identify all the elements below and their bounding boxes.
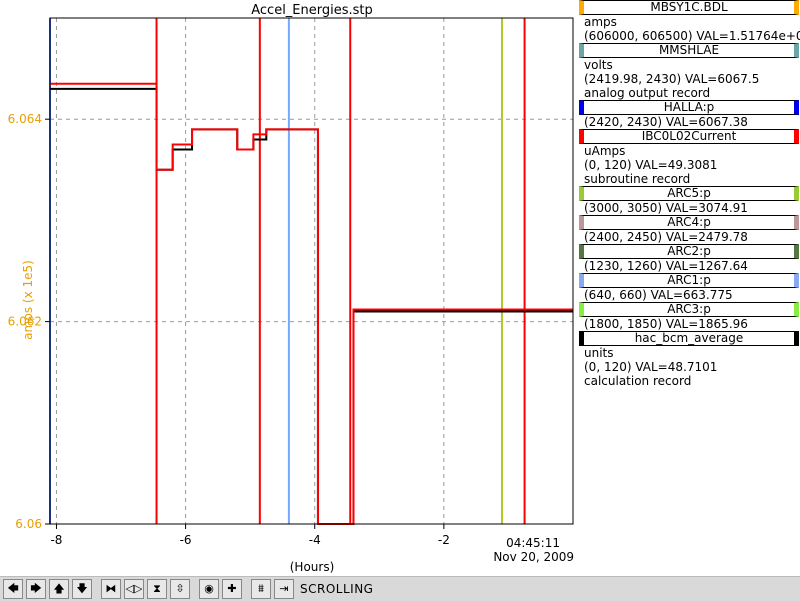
y-axis-label: amps (x 1e5): [21, 260, 35, 340]
legend-item-name: MMSHLAE: [579, 43, 799, 58]
reset-button[interactable]: ◉: [199, 579, 219, 599]
arrow-right-icon: 🡆: [30, 582, 42, 595]
zoom-in-y-icon: ⧗: [153, 582, 161, 595]
legend-item[interactable]: MMSHLAE volts (2419.98, 2430) VAL=6067.5 an…: [578, 43, 800, 100]
legend-item-detail: amps: [584, 15, 617, 29]
legend-item[interactable]: MBSY1C.BDL amps (606000, 606500) VAL=1.517…: [578, 0, 800, 43]
zoom-out-x-icon: ◁▷: [125, 582, 143, 595]
pan-up-button[interactable]: 🡅: [49, 579, 69, 599]
axis-ticks: -8 -6 -4 -2 6.06 6.062 6.064: [8, 112, 450, 547]
legend-item[interactable]: hac_bcm_average units (0, 120) VAL=48.7101…: [578, 331, 800, 388]
legend-item-detail: (606000, 606500) VAL=1.51764e+06: [584, 29, 800, 43]
series-lines: [50, 82, 573, 525]
time-label: 04:45:11: [506, 536, 560, 550]
legend-item[interactable]: ARC4:p (2400, 2450) VAL=2479.78: [578, 215, 800, 244]
legend: MBSY1C.BDL amps (606000, 606500) VAL=1.517…: [578, 0, 800, 388]
x-axis-label: (Hours): [290, 560, 335, 574]
vertical-markers: [49, 18, 526, 524]
legend-item-name: ARC1:p: [579, 273, 799, 288]
zoom-in-x-icon: ⧓: [105, 582, 117, 595]
legend-item-detail: (1800, 1850) VAL=1865.96: [584, 317, 748, 331]
auto-scale-icon: ⩩: [258, 582, 264, 595]
add-button[interactable]: ✚: [222, 579, 242, 599]
toolbar: 🡄 🡆 🡅 🡇 ⧓ ◁▷ ⧗ ⇳ ◉ ✚ ⩩ ⇥ SCROLLING: [0, 576, 800, 601]
legend-item-name: ARC3:p: [579, 302, 799, 317]
legend-item-name: ARC4:p: [579, 215, 799, 230]
legend-item-detail: (2400, 2450) VAL=2479.78: [584, 230, 748, 244]
legend-item-detail: analog output record: [584, 86, 711, 100]
legend-item-name: hac_bcm_average: [579, 331, 799, 346]
legend-item[interactable]: ARC1:p (640, 660) VAL=663.775: [578, 273, 800, 302]
legend-item-name: MBSY1C.BDL: [579, 0, 799, 15]
legend-item[interactable]: ARC2:p (1230, 1260) VAL=1267.64: [578, 244, 800, 273]
series-line: [50, 82, 573, 525]
go-to-now-icon: ⇥: [279, 582, 289, 595]
pan-right-button[interactable]: 🡆: [26, 579, 46, 599]
legend-item[interactable]: IBC0L02Current uAmps (0, 120) VAL=49.3081 s…: [578, 129, 800, 186]
go-to-now-button[interactable]: ⇥: [274, 579, 294, 599]
chart-canvas[interactable]: Accel_Energies.stp amps (x 1e5) (Hours) …: [0, 0, 578, 576]
grid-lines: [50, 18, 573, 525]
plot-frame: [49, 17, 574, 525]
pan-left-button[interactable]: 🡄: [3, 579, 23, 599]
y-tick-label: 6.064: [8, 112, 42, 126]
legend-item-detail: (0, 120) VAL=48.7101: [584, 360, 718, 374]
legend-item-detail: volts: [584, 58, 613, 72]
plus-icon: ✚: [227, 582, 237, 595]
legend-item-detail: units: [584, 346, 614, 360]
legend-item-detail: (3000, 3050) VAL=3074.91: [584, 201, 748, 215]
arrow-left-icon: 🡄: [7, 582, 19, 595]
legend-item-detail: calculation record: [584, 374, 692, 388]
legend-item-detail: (2420, 2430) VAL=6067.38: [584, 115, 748, 129]
zoom-out-y-icon: ⇳: [175, 582, 185, 595]
chart-title: Accel_Energies.stp: [251, 3, 373, 18]
legend-item-name: IBC0L02Current: [579, 129, 799, 144]
legend-item-detail: (2419.98, 2430) VAL=6067.5: [584, 72, 760, 86]
x-tick-label: -8: [50, 533, 62, 547]
auto-scale-button[interactable]: ⩩: [251, 579, 271, 599]
zoom-out-x-button[interactable]: ◁▷: [124, 579, 144, 599]
pan-down-button[interactable]: 🡇: [72, 579, 92, 599]
zoom-in-x-button[interactable]: ⧓: [101, 579, 121, 599]
legend-item[interactable]: HALLA:p (2420, 2430) VAL=6067.38: [578, 100, 800, 129]
zoom-in-y-button[interactable]: ⧗: [147, 579, 167, 599]
zoom-out-y-button[interactable]: ⇳: [170, 579, 190, 599]
legend-item-detail: (640, 660) VAL=663.775: [584, 288, 733, 302]
scroll-status: SCROLLING: [300, 582, 374, 596]
arrow-down-icon: 🡇: [76, 582, 88, 595]
arrow-up-icon: 🡅: [53, 582, 65, 595]
legend-item-name: ARC5:p: [579, 186, 799, 201]
legend-item[interactable]: ARC3:p (1800, 1850) VAL=1865.96: [578, 302, 800, 331]
x-tick-label: -6: [180, 533, 192, 547]
x-tick-label: -2: [438, 533, 450, 547]
series-line: [50, 87, 573, 525]
legend-item-detail: subroutine record: [584, 172, 691, 186]
legend-item-detail: (1230, 1260) VAL=1267.64: [584, 259, 748, 273]
x-tick-label: -4: [309, 533, 321, 547]
legend-item[interactable]: ARC5:p (3000, 3050) VAL=3074.91: [578, 186, 800, 215]
legend-item-detail: uAmps: [584, 144, 626, 158]
reset-icon: ◉: [204, 582, 214, 595]
date-label: Nov 20, 2009: [493, 550, 574, 564]
y-tick-label: 6.062: [8, 315, 42, 329]
legend-item-name: HALLA:p: [579, 100, 799, 115]
y-tick-label: 6.06: [15, 517, 42, 531]
legend-item-name: ARC2:p: [579, 244, 799, 259]
legend-item-detail: (0, 120) VAL=49.3081: [584, 158, 718, 172]
